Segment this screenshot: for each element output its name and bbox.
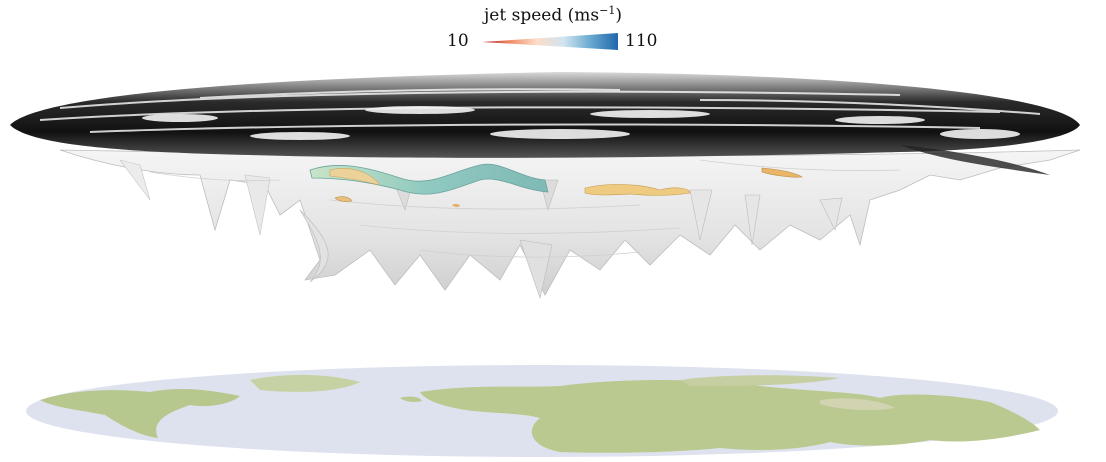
colorbar-label: jet speed <box>484 5 563 26</box>
isosurface-body <box>59 149 1081 300</box>
colorbar-min-label: 10 <box>447 31 469 51</box>
jet-streams <box>309 163 803 208</box>
land-desert <box>820 398 895 411</box>
land-americas <box>40 389 240 438</box>
land-greenland <box>250 374 360 392</box>
land-north <box>680 375 840 386</box>
jet-teal <box>309 163 549 195</box>
isosurface-top <box>10 72 1080 175</box>
colorbar-title: jet speed (ms−1) <box>0 4 1106 26</box>
colorbar <box>482 33 618 50</box>
land-islands <box>400 396 422 402</box>
jet-yellow-dot <box>452 203 460 208</box>
colorbar-unit-exponent: −1 <box>599 4 616 17</box>
jet-yellow-central <box>584 184 691 196</box>
jet-yellow-small <box>334 196 353 202</box>
land-eurasia <box>420 380 1040 453</box>
base-map <box>26 365 1058 457</box>
colorbar-unit-close: ) <box>615 5 622 26</box>
colorbar-unit-base: (ms <box>567 5 600 26</box>
colorbar-max-label: 110 <box>625 31 658 51</box>
jet-yellow-west <box>329 168 381 186</box>
jet-yellow-east <box>761 167 803 178</box>
